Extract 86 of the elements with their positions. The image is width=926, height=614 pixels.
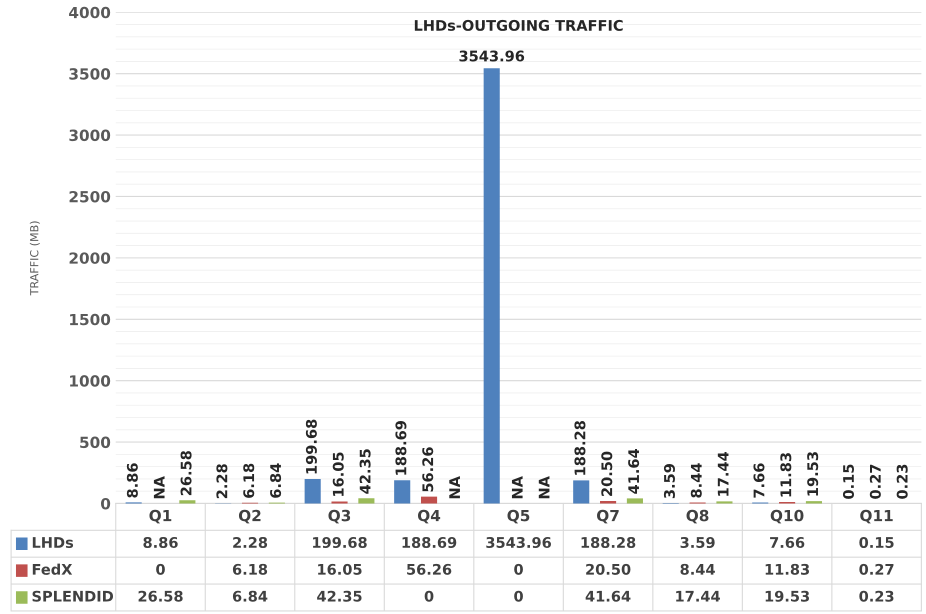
annotation: NA <box>538 476 550 498</box>
data-label: 20.50 <box>586 564 630 575</box>
bar <box>394 480 410 504</box>
text: 42.35 <box>360 449 371 494</box>
bar <box>626 498 643 504</box>
data-label: 3543.96 <box>486 536 551 548</box>
legend-label: SPLENDID <box>32 590 114 602</box>
data-label: 0.23 <box>859 590 894 602</box>
text: 6.18 <box>243 464 254 498</box>
data-label: 41.64 <box>586 590 630 602</box>
text: 188.69 <box>395 421 406 475</box>
bar <box>573 480 590 504</box>
x-tick-label: Q4 <box>418 510 440 524</box>
text: 8.86 <box>126 463 138 498</box>
bar <box>484 68 500 504</box>
y-axis-title: TRAFFIC (MB) <box>30 221 40 296</box>
data-label: 11.83 <box>766 564 810 575</box>
data-label: 3.59 <box>680 536 715 548</box>
text: 0.23 <box>896 464 908 499</box>
x-tick-label: Q7 <box>597 510 619 524</box>
x-tick-label: Q3 <box>328 510 350 524</box>
x-tick-label: Q8 <box>686 510 708 524</box>
data-label: 0 <box>156 564 165 575</box>
text: 0.15 <box>842 464 854 499</box>
annotation: NA <box>449 476 460 498</box>
x-tick-label: Q11 <box>860 510 893 524</box>
text: 7.66 <box>753 463 764 498</box>
data-label: 6.84 <box>232 590 268 602</box>
data-label: 188.28 <box>582 536 636 548</box>
legend-label: LHDs <box>32 537 74 548</box>
text: 3543.96 <box>459 50 524 62</box>
text: 188.28 <box>574 421 586 475</box>
data-label: 0 <box>424 590 434 602</box>
data-label: 42.35 <box>317 590 362 602</box>
text: 26.58 <box>180 451 192 496</box>
data-label: 17.44 <box>676 590 720 602</box>
legend-label: FedX <box>32 564 72 575</box>
chart-title: LHDs-OUTGOING TRAFFIC <box>414 20 623 31</box>
data-label: 8.44 <box>680 564 715 575</box>
text: 6.84 <box>270 463 282 498</box>
y-tick-label: 2000 <box>70 252 110 264</box>
y-tick-label: 1000 <box>70 375 110 387</box>
bar <box>304 478 321 504</box>
data-label: 26.58 <box>138 590 183 602</box>
data-label: 56.26 <box>407 564 452 575</box>
data-label: 0 <box>514 590 523 602</box>
text: 11.83 <box>780 453 792 496</box>
data-label: 19.53 <box>766 590 810 602</box>
text: 41.64 <box>628 448 640 494</box>
y-tick-label: 500 <box>80 436 110 448</box>
text: 16.05 <box>332 452 344 496</box>
y-tick-label: 2500 <box>70 190 110 202</box>
data-label: 188.69 <box>402 536 456 548</box>
y-tick-label: 4000 <box>69 6 110 18</box>
x-tick-label: Q10 <box>770 510 804 524</box>
text: 2.28 <box>216 464 228 498</box>
bar <box>420 496 438 504</box>
y-tick-label: 3000 <box>69 130 110 142</box>
bar <box>358 498 374 504</box>
text: 199.68 <box>306 420 317 474</box>
data-label: 8.86 <box>143 536 178 548</box>
y-tick-label: 0 <box>100 498 110 510</box>
text: 3.59 <box>664 464 675 498</box>
annotation: NA <box>154 476 165 498</box>
bar <box>600 500 616 504</box>
data-label: 0 <box>514 564 523 575</box>
x-tick-label: Q1 <box>149 510 172 524</box>
data-label: 199.68 <box>313 536 367 548</box>
text: 8.44 <box>690 463 702 498</box>
data-label: 0.27 <box>859 564 894 575</box>
x-tick-label: Q5 <box>508 510 530 524</box>
text: 0.27 <box>870 464 881 499</box>
text: 17.44 <box>718 452 728 496</box>
y-tick-label: 3500 <box>69 68 110 80</box>
x-tick-label: Q2 <box>238 510 260 524</box>
bar <box>179 500 196 504</box>
data-label: 7.66 <box>770 536 804 548</box>
text: 20.50 <box>601 452 612 496</box>
text: 56.26 <box>422 447 434 492</box>
y-tick-label: 1500 <box>70 314 110 326</box>
annotation: NA <box>512 476 523 498</box>
data-label: 16.05 <box>318 564 362 575</box>
text: 19.53 <box>807 452 818 496</box>
data-label: 2.28 <box>233 536 268 548</box>
data-label: 0.15 <box>859 536 894 548</box>
data-label: 6.18 <box>232 564 268 575</box>
